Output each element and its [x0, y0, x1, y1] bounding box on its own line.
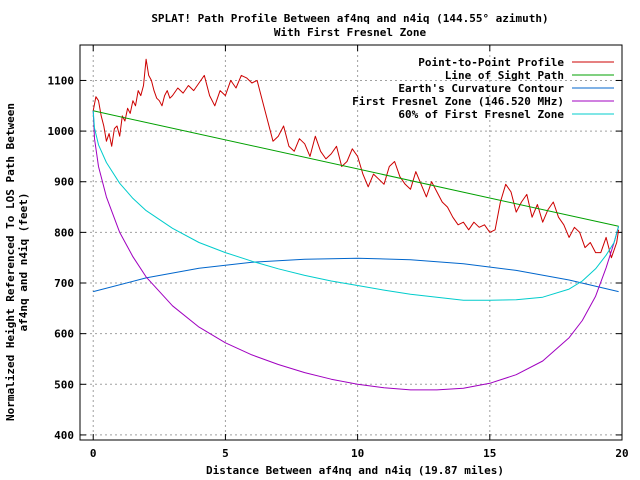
y-tick-label: 1100: [48, 74, 75, 87]
chart-title: SPLAT! Path Profile Between af4nq and n4…: [151, 12, 548, 25]
y-axis-label-line2: af4nq and n4iq (feet): [17, 192, 30, 331]
x-tick-label: 5: [222, 447, 229, 460]
y-tick-label: 700: [54, 277, 74, 290]
x-tick-label: 0: [90, 447, 97, 460]
y-tick-label: 600: [54, 328, 74, 341]
grid: [80, 45, 623, 440]
series-line-earth-s-curvature-contour: [93, 257, 619, 293]
series-line-first-fresnel-zone-146-520-mhz: [92, 110, 620, 391]
x-tick-label: 15: [483, 447, 496, 460]
series-line-60-of-first-fresnel-zone: [92, 110, 620, 301]
legend-label: First Fresnel Zone (146.520 MHz): [352, 95, 564, 108]
axes: 0 5 10 15 20 400 500 600 700 800 900 1000 1100: [48, 44, 629, 460]
legend-label: Line of Sight Path: [445, 69, 564, 82]
series-group: [92, 58, 620, 391]
legend-label: 60% of First Fresnel Zone: [398, 108, 564, 121]
x-tick-label: 20: [615, 447, 628, 460]
plot-frame: [79, 44, 623, 441]
y-tick-label: 500: [54, 378, 74, 391]
legend-label: Point-to-Point Profile: [418, 56, 564, 69]
legend-label: Earth's Curvature Contour: [398, 82, 564, 95]
y-axis-label-line1: Normalized Height Referenced To LOS Path…: [4, 103, 17, 421]
chart-subtitle: With First Fresnel Zone: [274, 26, 427, 39]
series-line-line-of-sight-path: [93, 110, 619, 227]
y-tick-label: 900: [54, 176, 74, 189]
x-tick-label: 10: [351, 447, 364, 460]
x-axis-label: Distance Between af4nq and n4iq (19.87 m…: [206, 464, 504, 477]
y-tick-label: 1000: [48, 125, 75, 138]
y-tick-label: 400: [54, 429, 74, 442]
y-tick-label: 800: [54, 226, 74, 239]
series-line-point-to-point-profile: [92, 58, 620, 259]
